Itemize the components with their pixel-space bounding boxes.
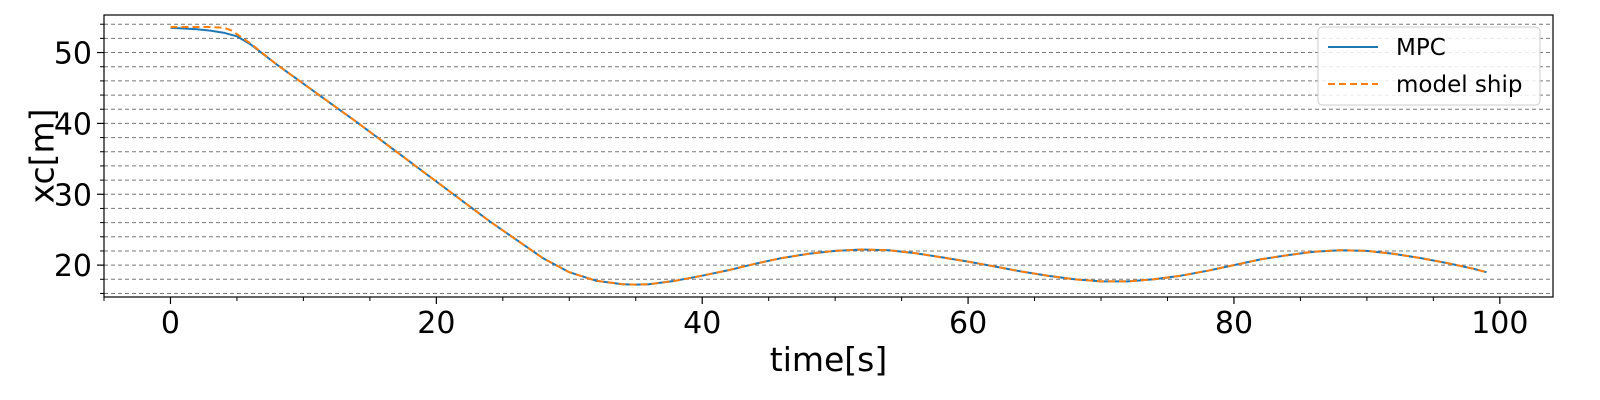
x-axis-title: time[s] (770, 340, 888, 379)
x-tick-label: 0 (161, 306, 180, 341)
series-line-model-ship (170, 26, 1487, 286)
y-tick-label: 20 (54, 249, 92, 284)
y-axis-title: xc[m] (23, 109, 62, 204)
y-tick-label: 50 (54, 37, 92, 72)
plot-frame (103, 14, 1554, 298)
y-tick-label: 40 (54, 107, 92, 142)
x-tick-label: 40 (683, 306, 721, 341)
axis-ticks: 0 20 40 60 80 100 20 30 40 50 (54, 23, 1528, 341)
plot-series (170, 26, 1487, 286)
x-tick-label: 80 (1215, 306, 1253, 341)
legend-label-mpc: MPC (1396, 35, 1446, 61)
legend: MPC model ship (1317, 26, 1541, 106)
grid-lines (104, 23, 1553, 294)
x-tick-label: 60 (949, 306, 987, 341)
x-tick-label: 20 (417, 306, 455, 341)
y-tick-label: 30 (54, 178, 92, 213)
legend-label-model-ship: model ship (1396, 72, 1522, 98)
x-tick-label: 100 (1471, 306, 1528, 341)
